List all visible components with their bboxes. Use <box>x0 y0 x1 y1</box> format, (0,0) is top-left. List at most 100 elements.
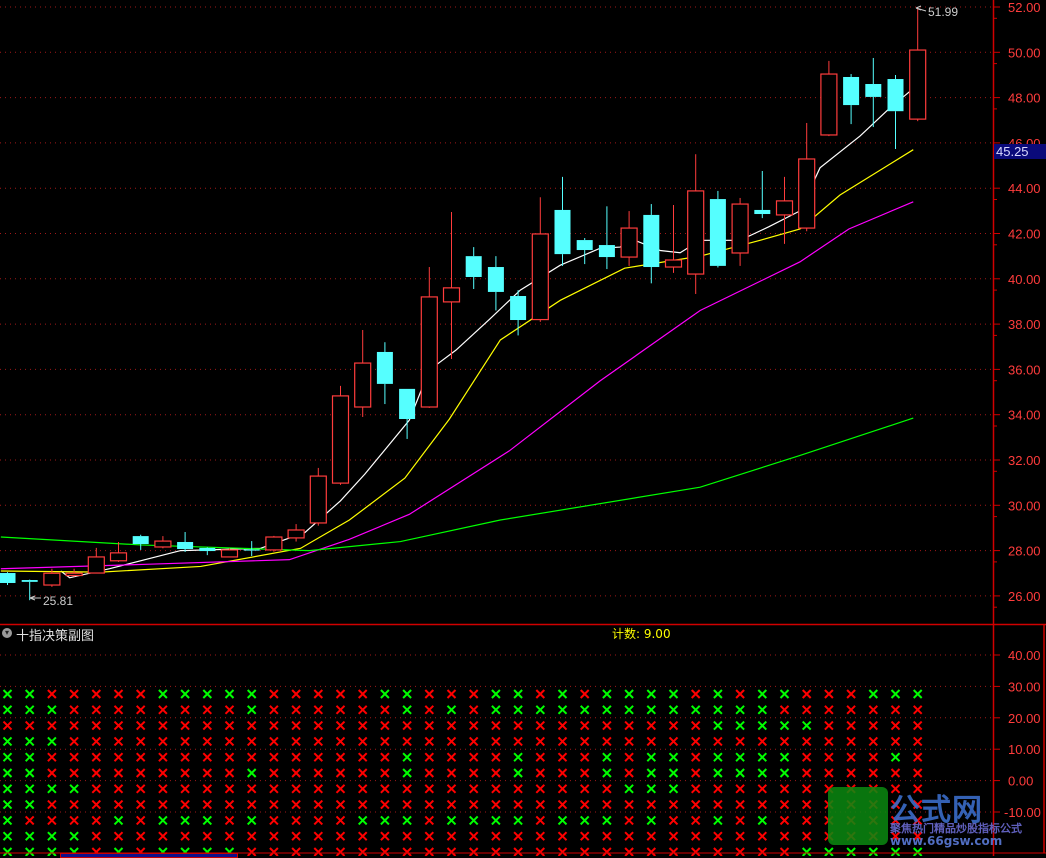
green-x-mark <box>668 768 679 778</box>
candle[interactable] <box>354 329 372 417</box>
red-x-mark <box>602 847 612 856</box>
red-x-mark <box>335 784 346 794</box>
candle[interactable] <box>598 206 615 270</box>
red-x-mark <box>690 752 701 762</box>
red-x-mark <box>224 752 235 762</box>
red-x-mark <box>713 799 723 810</box>
red-x-mark <box>713 847 723 856</box>
candle[interactable] <box>820 60 838 137</box>
candle[interactable] <box>132 534 149 550</box>
candle[interactable] <box>798 122 816 232</box>
red-x-mark <box>380 705 390 715</box>
candle[interactable] <box>309 467 327 526</box>
candle[interactable] <box>909 7 927 122</box>
candle[interactable] <box>465 247 482 289</box>
green-x-mark <box>246 815 257 826</box>
red-x-mark <box>535 847 546 856</box>
candle[interactable] <box>21 579 38 601</box>
red-x-mark <box>135 799 146 810</box>
red-x-mark <box>912 768 923 778</box>
green-x-mark <box>158 689 168 699</box>
red-x-mark <box>668 720 679 731</box>
price-tick-label: 36.00 <box>1008 362 1041 377</box>
red-x-mark <box>135 720 146 731</box>
green-x-mark <box>24 768 35 778</box>
red-x-mark <box>291 799 301 810</box>
candle[interactable] <box>399 388 416 439</box>
red-x-mark <box>535 768 546 778</box>
red-x-mark <box>446 799 457 810</box>
green-x-mark <box>890 847 901 856</box>
candle[interactable] <box>687 154 705 294</box>
candle[interactable] <box>620 211 638 266</box>
candle[interactable] <box>843 74 860 125</box>
candle[interactable] <box>865 57 882 128</box>
green-x-mark <box>246 689 257 699</box>
red-x-mark <box>735 815 745 826</box>
green-x-mark <box>735 705 745 715</box>
red-x-mark <box>47 752 57 762</box>
candle[interactable] <box>177 532 194 552</box>
red-x-mark <box>113 799 124 810</box>
candle[interactable] <box>376 342 393 405</box>
red-x-mark <box>224 736 235 747</box>
red-x-mark <box>357 768 368 778</box>
candle[interactable] <box>442 211 461 359</box>
red-x-mark <box>912 705 923 715</box>
red-x-mark <box>624 736 634 747</box>
red-x-mark <box>579 799 590 810</box>
candle[interactable] <box>554 176 571 266</box>
red-x-mark <box>868 705 879 715</box>
red-x-mark <box>602 720 612 731</box>
red-x-mark <box>735 689 745 699</box>
candle[interactable] <box>487 256 504 311</box>
candle[interactable] <box>220 548 239 558</box>
candle[interactable] <box>87 547 105 574</box>
candle[interactable] <box>243 541 260 557</box>
logo-tagline: 聚焦热门精品炒股指标公式 <box>890 822 1022 835</box>
candle[interactable] <box>287 524 305 542</box>
candle[interactable] <box>643 204 660 284</box>
candle[interactable] <box>576 238 593 265</box>
green-x-mark <box>757 752 768 762</box>
red-x-mark <box>180 752 190 762</box>
candle[interactable] <box>65 568 83 577</box>
red-x-mark <box>801 831 812 841</box>
sub-panel-title[interactable]: 十指决策副图 <box>16 629 95 644</box>
red-x-mark <box>402 784 412 794</box>
red-x-mark <box>269 752 279 762</box>
candle[interactable] <box>109 541 128 562</box>
candle[interactable] <box>199 547 216 556</box>
candle[interactable] <box>265 535 283 552</box>
candle[interactable] <box>510 290 527 336</box>
red-x-mark <box>291 736 301 747</box>
red-x-mark <box>313 768 324 778</box>
candle[interactable] <box>154 536 172 549</box>
candle[interactable] <box>775 176 794 244</box>
red-x-mark <box>890 815 901 826</box>
indicator-menu-chevron-icon[interactable]: ▾ <box>2 628 12 638</box>
candle-body <box>576 240 593 251</box>
red-x-mark <box>313 752 324 762</box>
candle[interactable] <box>531 197 549 322</box>
sub-tick-label: 0.00 <box>1008 774 1033 789</box>
red-x-mark <box>158 768 168 778</box>
candle[interactable] <box>754 170 771 219</box>
candle[interactable] <box>731 197 749 266</box>
candle[interactable] <box>420 267 438 408</box>
candle-body <box>754 209 771 215</box>
candle[interactable] <box>43 568 61 587</box>
red-x-mark <box>269 768 279 778</box>
candle[interactable] <box>0 572 16 586</box>
green-x-mark <box>402 815 412 826</box>
candle[interactable] <box>887 74 904 150</box>
candle[interactable] <box>664 204 683 273</box>
red-x-mark <box>624 752 634 762</box>
green-x-mark <box>2 847 13 856</box>
green-x-mark <box>890 689 901 699</box>
red-x-mark <box>135 768 146 778</box>
red-x-mark <box>801 768 812 778</box>
candle[interactable] <box>709 190 726 268</box>
candle[interactable] <box>331 385 350 485</box>
